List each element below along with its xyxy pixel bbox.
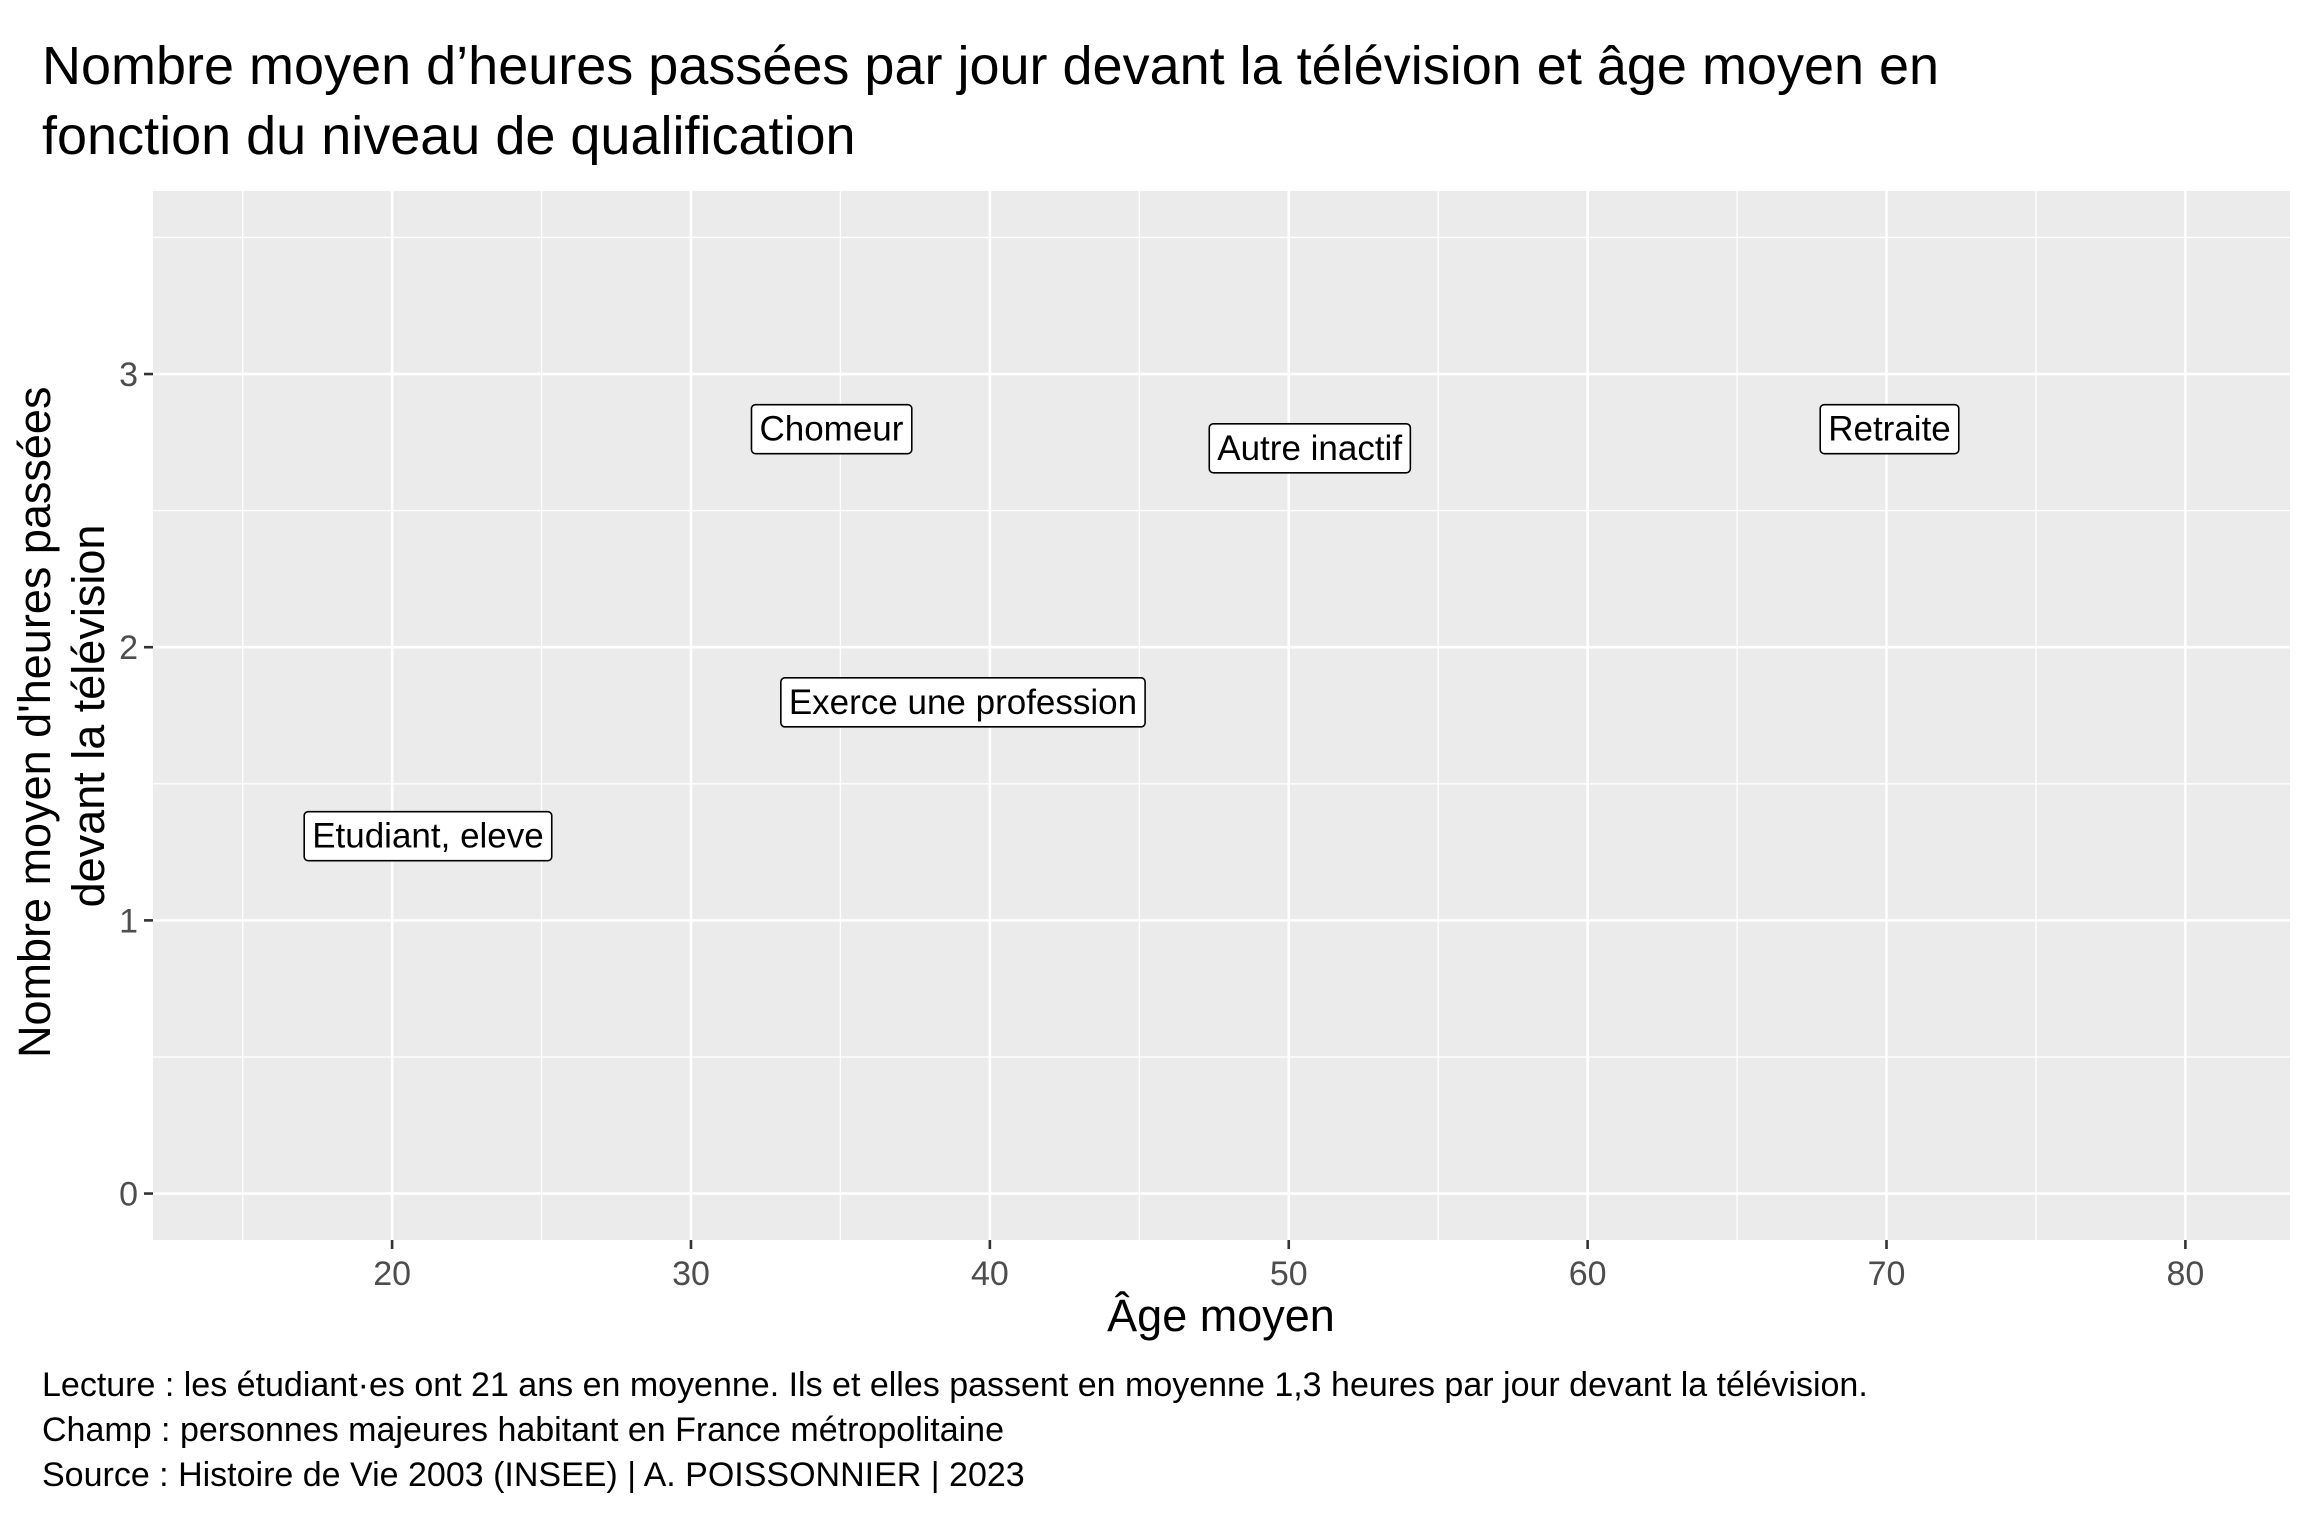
point-label-text: Exerce une profession: [789, 683, 1137, 722]
data-point-label: Autre inactif: [1208, 422, 1412, 474]
x-tick-label: 30: [672, 1255, 710, 1293]
point-label-text: Retraite: [1828, 410, 1951, 449]
point-label-box: [1819, 403, 1960, 455]
data-point-label: Etudiant, eleve: [303, 810, 553, 862]
x-tick-label: 60: [1569, 1255, 1607, 1293]
x-tick-label: 20: [373, 1255, 411, 1293]
chart-title-line-1: Nombre moyen d’heures passées par jour d…: [42, 36, 1939, 96]
chart-title: Nombre moyen d’heures passées par jour d…: [42, 36, 1939, 166]
minor-gridlines: [153, 191, 2290, 1240]
data-point-label: Chomeur: [750, 403, 913, 455]
x-axis: 20 30 40 50 60 70 80: [373, 1240, 2204, 1293]
point-label-box: [303, 810, 553, 862]
caption-scope: Champ : personnes majeures habitant en F…: [42, 1411, 1004, 1449]
y-tick-label: 2: [119, 629, 138, 667]
x-tick-label: 70: [1868, 1255, 1906, 1293]
caption: Lecture : les étudiant·es ont 21 ans en …: [42, 1366, 1868, 1494]
caption-reading: Lecture : les étudiant·es ont 21 ans en …: [42, 1366, 1868, 1404]
data-point-label: Retraite: [1819, 403, 1960, 455]
x-tick-label: 80: [2166, 1255, 2204, 1293]
y-axis-title: Nombre moyen d'heures passées devant la …: [9, 374, 114, 1058]
y-axis-title-line-2: devant la télévision: [63, 525, 114, 908]
data-points: Chomeur Autre inactif Retraite Exerce une p…: [303, 403, 1960, 862]
x-axis-title: Âge moyen: [1107, 1290, 1335, 1341]
plot-panel: [153, 191, 2290, 1240]
chart-title-line-2: fonction du niveau de qualification: [42, 106, 856, 166]
point-label-box: [1208, 422, 1412, 474]
caption-source: Source : Histoire de Vie 2003 (INSEE) | …: [42, 1456, 1025, 1494]
y-axis: 0 1 2 3: [119, 356, 153, 1214]
x-tick-label: 40: [971, 1255, 1009, 1293]
y-axis-title-line-1: Nombre moyen d'heures passées: [9, 387, 60, 1058]
y-tick-label: 0: [119, 1176, 138, 1214]
y-tick-label: 1: [119, 902, 138, 940]
point-label-box: [780, 677, 1146, 728]
y-tick-label: 3: [119, 356, 138, 394]
x-tick-label: 50: [1270, 1255, 1308, 1293]
point-label-text: Etudiant, eleve: [312, 817, 544, 856]
data-point-label: Exerce une profession: [780, 677, 1146, 728]
point-label-text: Chomeur: [759, 410, 903, 449]
point-label-box: [750, 403, 913, 455]
point-label-text: Autre inactif: [1217, 429, 1402, 468]
